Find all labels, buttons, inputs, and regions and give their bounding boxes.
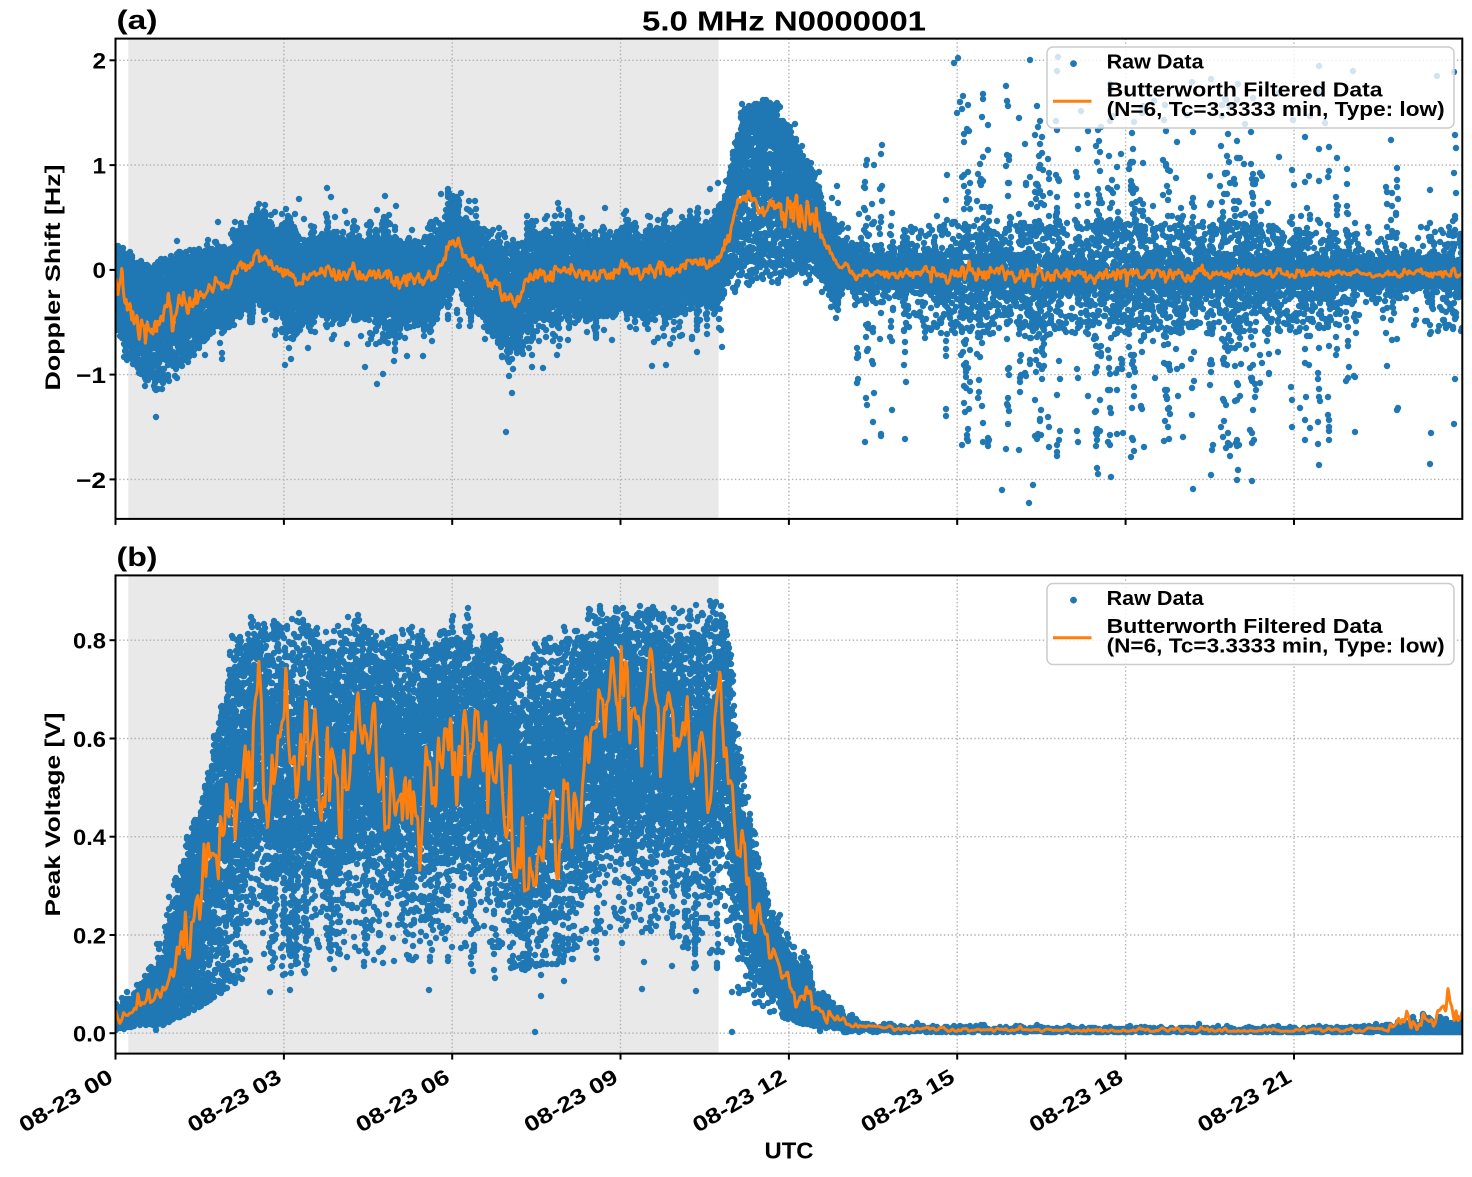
svg-text:Butterworth Filtered Data: Butterworth Filtered Data [1107, 80, 1384, 102]
svg-text:1: 1 [93, 154, 107, 179]
svg-text:Butterworth Filtered Data: Butterworth Filtered Data [1107, 616, 1384, 638]
svg-text:0.6: 0.6 [73, 727, 106, 752]
svg-text:0.4: 0.4 [73, 825, 107, 850]
svg-text:Raw Data: Raw Data [1107, 51, 1205, 73]
svg-text:(N=6, Tc=3.3333 min, Type: low: (N=6, Tc=3.3333 min, Type: low) [1107, 636, 1445, 658]
svg-text:−1: −1 [76, 363, 106, 388]
svg-text:(N=6, Tc=3.3333 min, Type: low: (N=6, Tc=3.3333 min, Type: low) [1107, 99, 1445, 121]
svg-text:0.2: 0.2 [73, 923, 106, 948]
svg-text:UTC: UTC [765, 1138, 814, 1164]
svg-text:(a): (a) [117, 5, 158, 35]
svg-text:5.0 MHz N0000001: 5.0 MHz N0000001 [642, 6, 926, 37]
svg-text:−2: −2 [76, 468, 106, 493]
svg-text:2: 2 [93, 49, 107, 74]
svg-text:0.8: 0.8 [73, 629, 106, 654]
svg-text:Peak Voltage [V]: Peak Voltage [V] [41, 713, 65, 917]
svg-text:Raw Data: Raw Data [1107, 588, 1205, 610]
svg-text:0.0: 0.0 [73, 1022, 106, 1047]
svg-text:(b): (b) [117, 542, 158, 572]
svg-text:0: 0 [93, 258, 107, 283]
svg-text:Doppler Shift [Hz]: Doppler Shift [Hz] [41, 165, 65, 391]
